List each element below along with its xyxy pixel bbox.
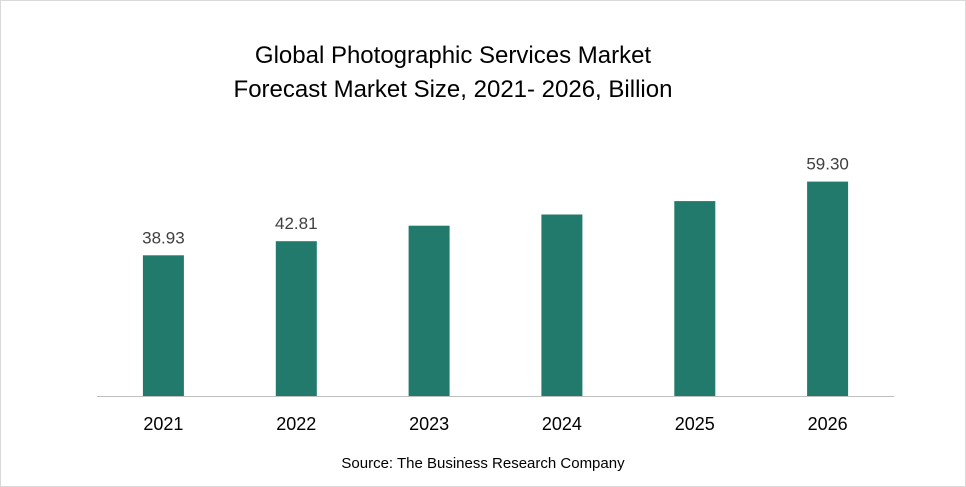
chart-title-line-2: Forecast Market Size, 2021- 2026, Billio… xyxy=(233,76,673,103)
bar-2026 xyxy=(807,181,849,396)
chart-title: Global Photographic Services Market Fore… xyxy=(1,39,905,107)
data-labels-layer: 38.93 42.81 59.30 xyxy=(142,155,849,248)
data-label-2026: 59.30 xyxy=(806,155,849,174)
bars-layer xyxy=(142,181,849,396)
chart-source: Source: The Business Research Company xyxy=(341,455,625,472)
x-tick-label-2021: 2021 xyxy=(143,414,183,434)
chart-title-line-1: Global Photographic Services Market xyxy=(254,42,652,69)
x-tick-label-2026: 2026 xyxy=(808,414,848,434)
x-tick-label-2022: 2022 xyxy=(276,414,316,434)
bar-2021 xyxy=(142,255,184,396)
data-label-2022: 42.81 xyxy=(275,214,318,233)
x-tick-label-2025: 2025 xyxy=(675,414,715,434)
bar-2025 xyxy=(674,201,716,396)
bar-2023 xyxy=(408,225,450,396)
bar-2024 xyxy=(541,214,583,396)
bar-2022 xyxy=(275,241,317,396)
x-tick-label-2024: 2024 xyxy=(542,414,582,434)
data-label-2021: 38.93 xyxy=(142,228,185,247)
x-tick-label-2023: 2023 xyxy=(409,414,449,434)
x-tick-labels-layer: 2021 2022 2023 2024 2025 2026 xyxy=(143,414,847,434)
